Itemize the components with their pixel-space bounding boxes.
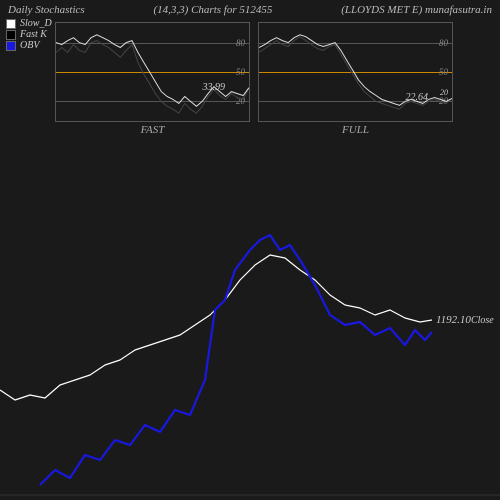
legend-label-obv: OBV bbox=[20, 40, 39, 51]
mini-full-wrap: 20508022.6420 FULL bbox=[258, 22, 453, 136]
legend-label-slowd: Slow_D bbox=[20, 18, 52, 29]
legend-fastk: Fast K bbox=[6, 29, 52, 40]
header-params: (14,3,3) Charts for 512455 bbox=[154, 4, 273, 16]
mini-fast-chart: 20508033.99 bbox=[55, 22, 250, 122]
swatch-obv bbox=[6, 41, 16, 51]
legend-label-fastk: Fast K bbox=[20, 29, 47, 40]
swatch-fastk bbox=[6, 30, 16, 40]
mini-fast-label: FAST bbox=[55, 124, 250, 136]
mini-full-label: FULL bbox=[258, 124, 453, 136]
legend-obv: OBV bbox=[6, 40, 52, 51]
header-symbol: (LLOYDS MET E) munafasutra.in bbox=[341, 4, 492, 16]
legend: Slow_D Fast K OBV bbox=[6, 18, 52, 51]
mini-full-chart: 20508022.6420 bbox=[258, 22, 453, 122]
mini-charts-row: 20508033.99 FAST 20508022.6420 FULL bbox=[55, 22, 453, 136]
close-value: 1192.10 bbox=[436, 314, 471, 326]
swatch-slowd bbox=[6, 19, 16, 29]
main-chart: 1192.10Close bbox=[0, 150, 500, 500]
value-label: 33.99 bbox=[203, 82, 226, 93]
close-text: Close bbox=[471, 315, 494, 326]
legend-slowd: Slow_D bbox=[6, 18, 52, 29]
chart-header: Daily Stochastics (14,3,3) Charts for 51… bbox=[0, 0, 500, 16]
mini-fast-wrap: 20508033.99 FAST bbox=[55, 22, 250, 136]
header-title: Daily Stochastics bbox=[8, 4, 85, 16]
close-value-label: 1192.10Close bbox=[436, 314, 494, 326]
value-label: 22.64 bbox=[406, 92, 429, 103]
